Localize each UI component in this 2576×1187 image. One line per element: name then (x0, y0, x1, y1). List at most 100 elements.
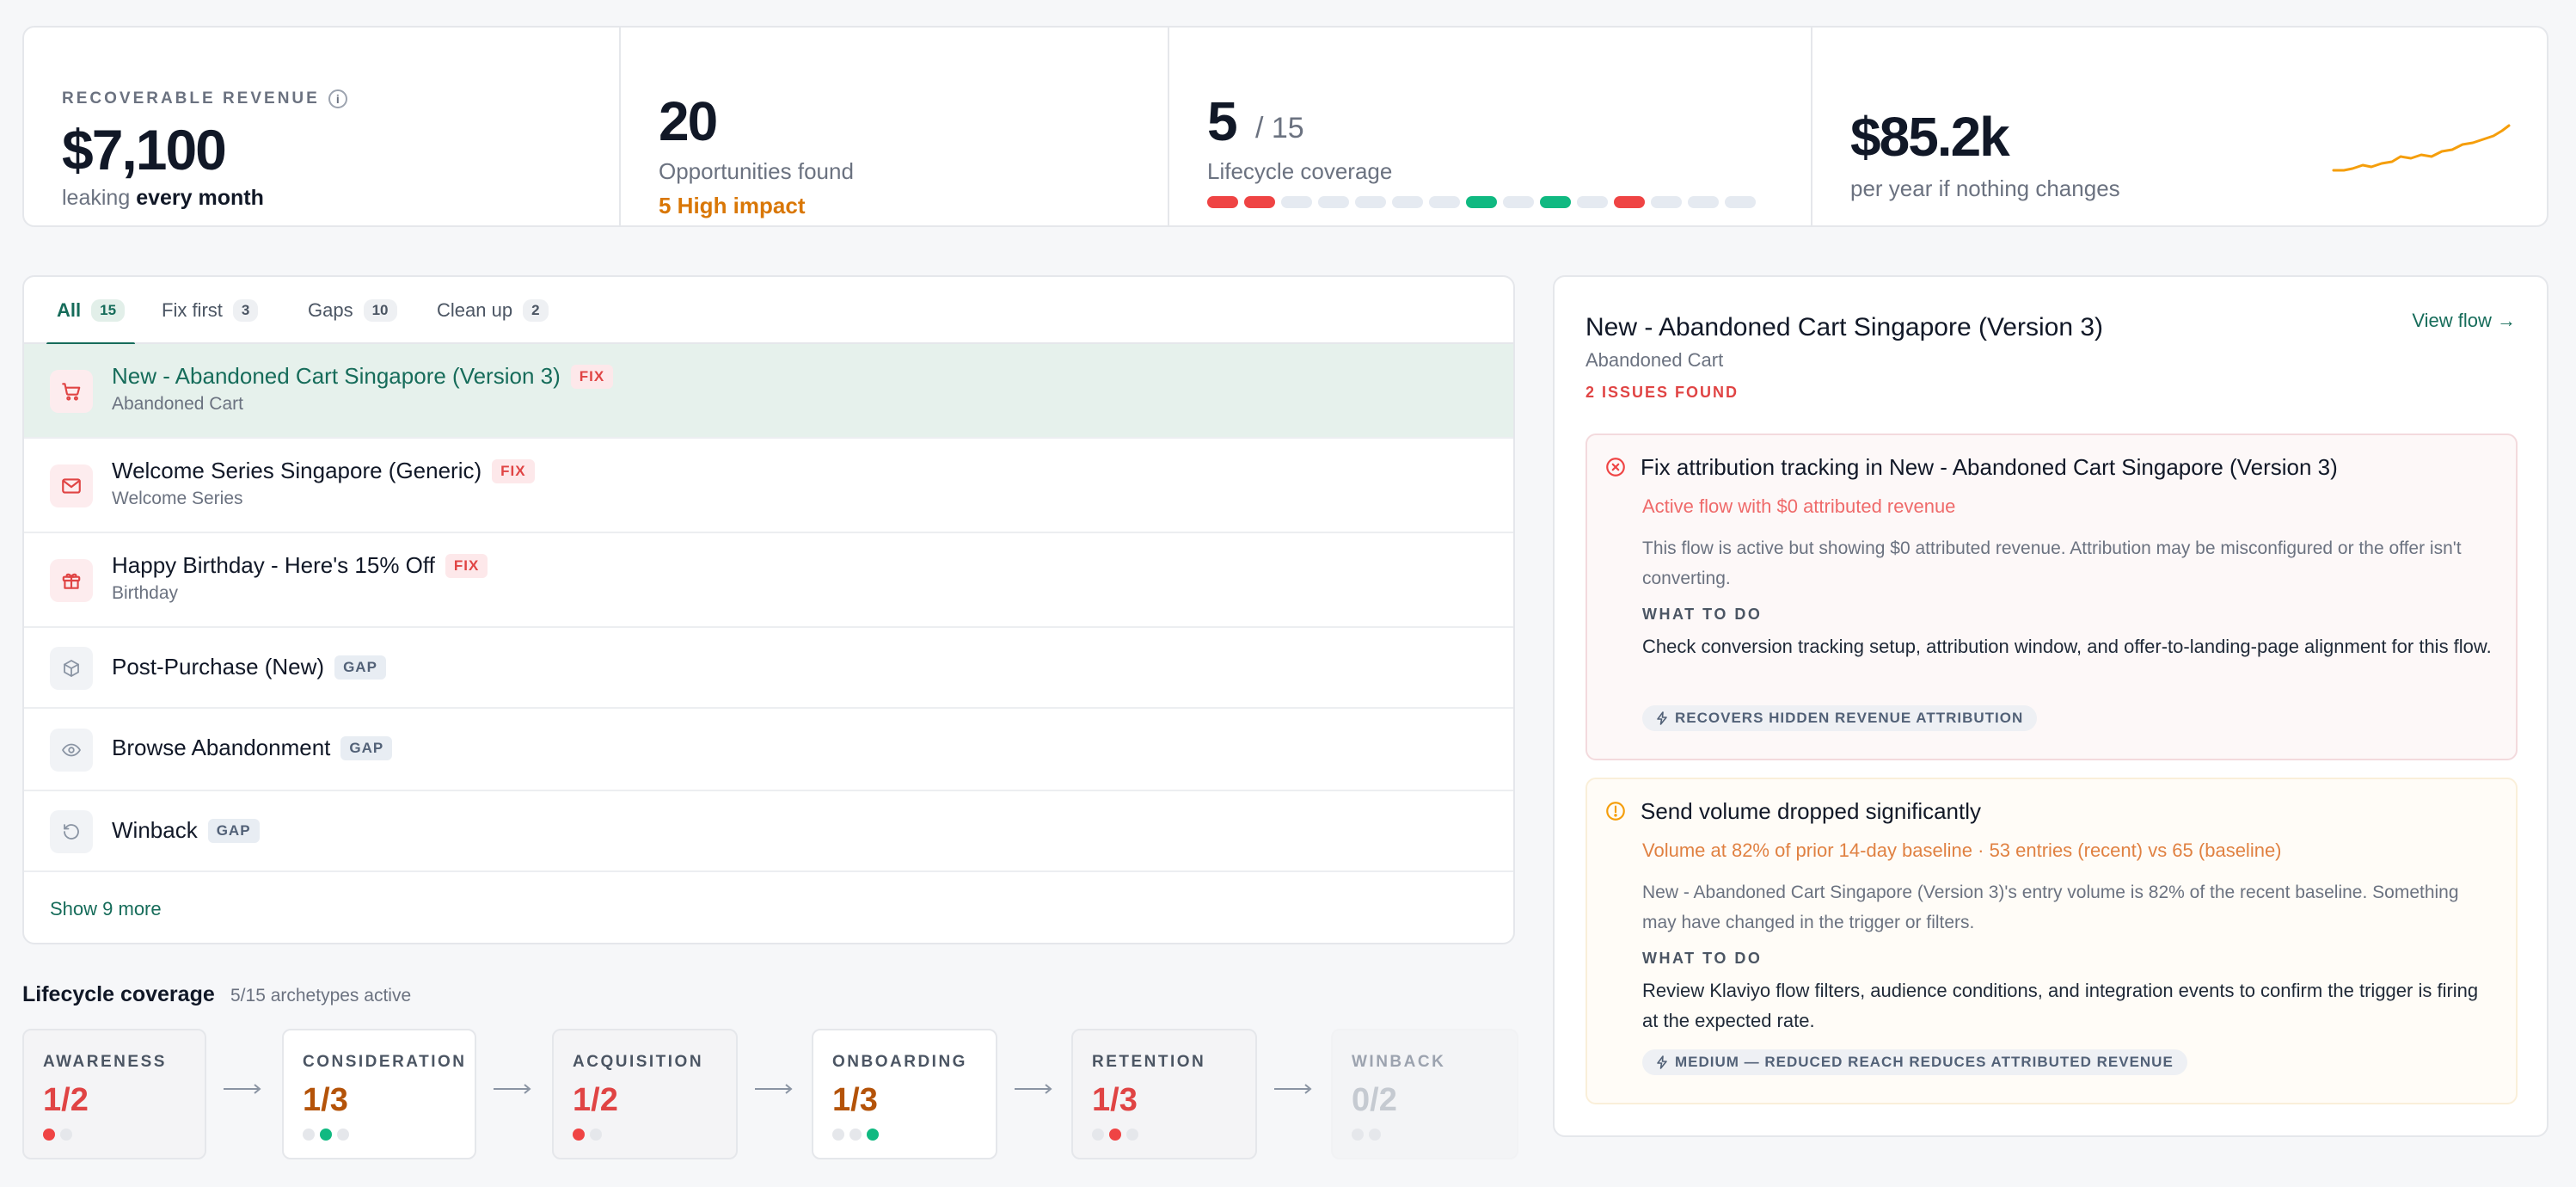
opportunities-label: Opportunities found (659, 158, 854, 184)
lifecycle-coverage-subtitle: 5/15 archetypes active (230, 986, 412, 1006)
recoverable-revenue-label: RECOVERABLE REVENUE (62, 89, 320, 108)
opportunities-stat: 20 Opportunities found 5 High impact (621, 28, 1169, 225)
recoverable-revenue-stat: RECOVERABLE REVENUE i $7,100 leaking eve… (24, 28, 621, 225)
coverage-stat: 5 / 15 Lifecycle coverage (1169, 28, 1812, 225)
stage-dot (60, 1129, 72, 1141)
recoverable-revenue-value: $7,100 (62, 118, 227, 181)
gap-badge: GAP (334, 655, 386, 680)
flow-title: Happy Birthday - Here's 15% Off (112, 552, 435, 578)
flow-row-browse-abandonment[interactable]: Browse Abandonment GAP (24, 709, 1513, 791)
eye-icon (50, 729, 93, 772)
coverage-segment (1429, 196, 1460, 208)
annual-loss-label: per year if nothing changes (1850, 175, 2120, 201)
fix-badge: FIX (445, 553, 488, 578)
flow-title: Winback (112, 817, 198, 843)
stage-consideration[interactable]: CONSIDERATION 1/3 (282, 1029, 476, 1159)
flow-title: Post-Purchase (New) (112, 654, 325, 680)
stage-label: AWARENESS (43, 1053, 167, 1071)
stats-strip: RECOVERABLE REVENUE i $7,100 leaking eve… (22, 26, 2548, 227)
tab-fix-first[interactable]: Fix first 3 (162, 277, 259, 344)
flow-row-abandoned-cart[interactable]: New - Abandoned Cart Singapore (Version … (24, 344, 1513, 439)
high-impact-count: 5 High impact (659, 193, 806, 218)
coverage-segment (1244, 196, 1275, 208)
stage-dots (1092, 1129, 1138, 1141)
stage-winback[interactable]: WINBACK 0/2 (1331, 1029, 1518, 1159)
what-to-do-text: Check conversion tracking setup, attribu… (1642, 636, 2492, 657)
flow-subtitle: Birthday (112, 583, 179, 603)
stage-dot (337, 1129, 349, 1141)
mail-icon (50, 464, 93, 507)
what-to-do-text: Review Klaviyo flow filters, audience co… (1642, 980, 2479, 1031)
flow-detail-panel: New - Abandoned Cart Singapore (Version … (1553, 275, 2548, 1137)
refresh-icon (50, 810, 93, 853)
stage-dot (43, 1129, 55, 1141)
flow-title: New - Abandoned Cart Singapore (Version … (112, 363, 561, 389)
arrow-right-icon (1274, 1084, 1312, 1094)
what-to-do-label: WHAT TO DO (1642, 606, 1763, 623)
flow-row-winback[interactable]: Winback GAP (24, 791, 1513, 872)
stage-dot (1092, 1129, 1104, 1141)
issue-description: This flow is active but showing $0 attri… (1642, 538, 2462, 588)
tab-count: 2 (523, 299, 549, 322)
stage-value: 1/2 (43, 1082, 89, 1118)
coverage-segment (1318, 196, 1349, 208)
coverage-label: Lifecycle coverage (1207, 158, 1393, 184)
bolt-icon (1657, 711, 1667, 725)
stage-value: 1/3 (1092, 1082, 1138, 1118)
stage-dot (320, 1129, 332, 1141)
impact-pill: MEDIUM — REDUCED REACH REDUCES ATTRIBUTE… (1642, 1049, 2187, 1075)
lifecycle-coverage-title: Lifecycle coverage (22, 982, 215, 1006)
flow-list-panel: All 15 Fix first 3 Gaps 10 Clean up 2 Ne… (22, 275, 1515, 944)
stage-dot (1369, 1129, 1381, 1141)
stage-retention[interactable]: RETENTION 1/3 (1071, 1029, 1257, 1159)
stage-dots (573, 1129, 602, 1141)
recoverable-revenue-sub: leaking every month (62, 186, 264, 210)
stage-value: 1/2 (573, 1082, 618, 1118)
coverage-segment (1466, 196, 1497, 208)
annual-loss-value: $85.2k (1850, 106, 2010, 168)
stage-dot (1109, 1129, 1121, 1141)
stage-dot (1352, 1129, 1364, 1141)
issue-meta: Active flow with $0 attributed revenue (1642, 495, 1956, 517)
stage-label: ACQUISITION (573, 1053, 704, 1071)
coverage-total: / 15 (1255, 112, 1304, 145)
gap-badge: GAP (340, 735, 393, 760)
what-to-do-label: WHAT TO DO (1642, 950, 1763, 967)
flow-row-post-purchase[interactable]: Post-Purchase (New) GAP (24, 628, 1513, 709)
issue-card-send-volume: Send volume dropped significantly Volume… (1585, 778, 2518, 1104)
show-more-link[interactable]: Show 9 more (50, 898, 162, 919)
flow-row-birthday[interactable]: Happy Birthday - Here's 15% Off FIX Birt… (24, 533, 1513, 628)
stage-label: WINBACK (1352, 1053, 1446, 1071)
coverage-segment (1207, 196, 1238, 208)
coverage-segment (1503, 196, 1534, 208)
issues-count: 2 ISSUES FOUND (1585, 384, 1739, 401)
tab-count: 15 (91, 299, 126, 322)
view-flow-link[interactable]: View flow → (2412, 310, 2516, 331)
info-icon[interactable]: i (328, 89, 347, 108)
arrow-right-icon (755, 1084, 793, 1094)
gap-badge: GAP (207, 818, 260, 843)
issue-title: Fix attribution tracking in New - Abando… (1641, 454, 2338, 480)
flow-title: Welcome Series Singapore (Generic) (112, 458, 482, 483)
stage-value: 0/2 (1352, 1082, 1397, 1118)
issue-meta: Volume at 82% of prior 14-day baseline ·… (1642, 840, 2282, 861)
fix-badge: FIX (492, 458, 535, 483)
stage-onboarding[interactable]: ONBOARDING 1/3 (812, 1029, 997, 1159)
stage-dot (849, 1129, 862, 1141)
cart-icon (50, 370, 93, 413)
coverage-segment (1577, 196, 1608, 208)
tab-count: 3 (232, 299, 259, 322)
tab-gaps[interactable]: Gaps 10 (308, 277, 397, 344)
fix-badge: FIX (570, 364, 614, 389)
stage-acquisition[interactable]: ACQUISITION 1/2 (552, 1029, 738, 1159)
opportunities-value: 20 (659, 90, 718, 152)
detail-title: New - Abandoned Cart Singapore (Version … (1585, 313, 2104, 341)
flow-row-welcome-series[interactable]: Welcome Series Singapore (Generic) FIX W… (24, 439, 1513, 533)
stage-awareness[interactable]: AWARENESS 1/2 (22, 1029, 206, 1159)
stage-label: RETENTION (1092, 1053, 1206, 1071)
detail-subtitle: Abandoned Cart (1585, 349, 1724, 371)
stage-dots (43, 1129, 72, 1141)
tab-clean-up[interactable]: Clean up 2 (437, 277, 549, 344)
tab-count: 10 (363, 299, 397, 322)
tab-all[interactable]: All 15 (46, 277, 136, 346)
